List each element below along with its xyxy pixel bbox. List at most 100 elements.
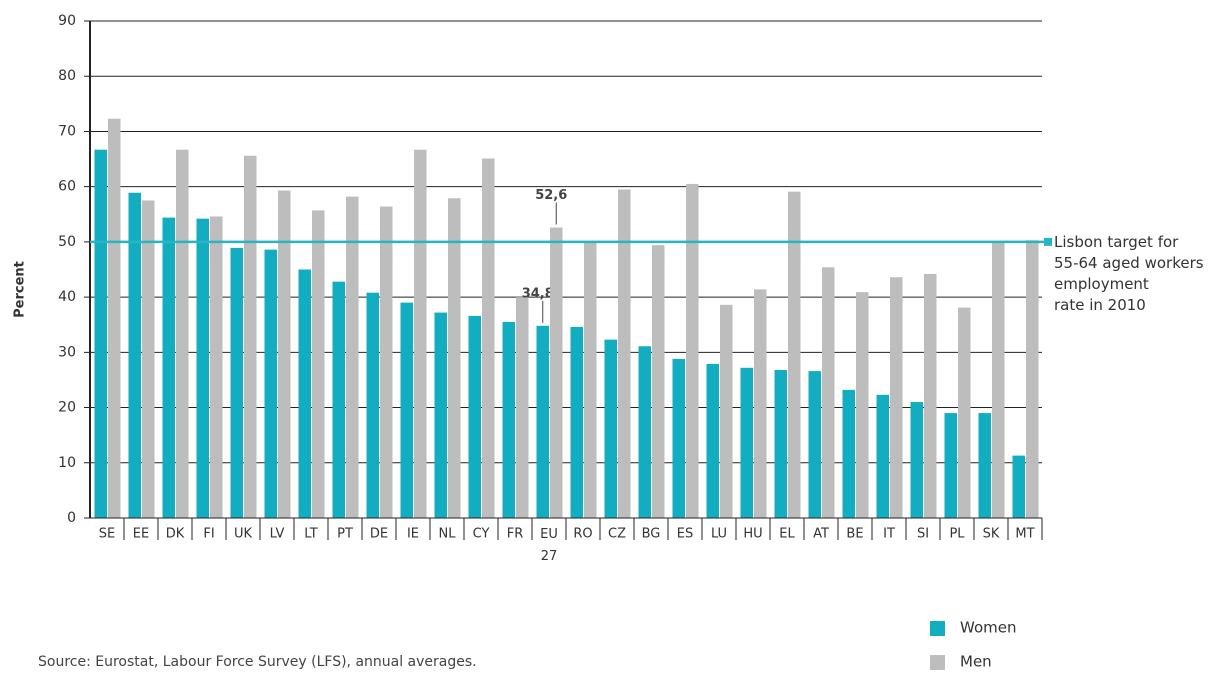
bar bbox=[536, 325, 549, 518]
bar bbox=[196, 218, 209, 518]
bar bbox=[720, 304, 733, 518]
bar bbox=[468, 315, 481, 518]
x-tick-label: PL bbox=[949, 527, 965, 542]
bar bbox=[312, 210, 325, 518]
bar bbox=[822, 267, 835, 518]
x-tick-label: CY bbox=[473, 527, 490, 542]
bar bbox=[264, 249, 277, 518]
y-tick-label: 20 bbox=[58, 400, 76, 416]
bar bbox=[652, 245, 665, 519]
bar bbox=[808, 371, 821, 518]
x-tick-label: SI bbox=[917, 527, 929, 542]
legend-label: Women bbox=[960, 619, 1016, 637]
legend-swatch bbox=[930, 655, 945, 670]
bar bbox=[94, 149, 107, 518]
target-label: Lisbon target for 55-64 aged workers emplo… bbox=[1054, 232, 1204, 313]
bar bbox=[448, 198, 461, 518]
bar bbox=[672, 358, 685, 518]
x-tick-label: BE bbox=[846, 527, 863, 542]
bar bbox=[516, 297, 529, 518]
x-tick-label: EL bbox=[779, 527, 795, 542]
y-tick-label: 30 bbox=[58, 344, 76, 360]
bar bbox=[482, 158, 495, 518]
x-tick-label: BG bbox=[642, 527, 661, 542]
y-tick-label: 60 bbox=[58, 179, 76, 195]
bar bbox=[686, 183, 699, 518]
y-tick-label: 50 bbox=[58, 234, 76, 250]
bar bbox=[910, 402, 923, 518]
x-tick-label: DE bbox=[370, 527, 388, 542]
y-tick-label: 80 bbox=[58, 68, 76, 84]
legend-swatch bbox=[930, 621, 945, 636]
x-tick-label: LU bbox=[711, 527, 727, 542]
bar bbox=[584, 241, 597, 518]
bar bbox=[856, 292, 869, 518]
source-note: Source: Eurostat, Labour Force Survey (L… bbox=[38, 654, 477, 670]
bar bbox=[176, 149, 189, 518]
x-tick-label: LT bbox=[304, 527, 317, 542]
bar bbox=[958, 307, 971, 518]
y-tick-label: 70 bbox=[58, 123, 76, 139]
bar bbox=[380, 206, 393, 518]
bar bbox=[788, 191, 801, 519]
x-tick-label: NL bbox=[439, 527, 457, 542]
bar bbox=[944, 413, 957, 518]
bar bbox=[162, 217, 175, 518]
x-tick-label: RO bbox=[573, 527, 592, 542]
bar bbox=[876, 394, 889, 518]
x-tick-label: IE bbox=[407, 527, 419, 542]
bar bbox=[278, 190, 291, 518]
bar bbox=[332, 281, 345, 518]
bar bbox=[842, 389, 855, 518]
bar bbox=[706, 363, 719, 518]
bar bbox=[128, 192, 141, 519]
x-tick-label: IT bbox=[883, 527, 895, 542]
bar bbox=[754, 289, 767, 518]
bar bbox=[992, 242, 1005, 519]
bar bbox=[978, 413, 991, 518]
bar bbox=[244, 155, 257, 518]
bar bbox=[890, 277, 903, 518]
x-tick-label: FI bbox=[203, 527, 214, 542]
bar bbox=[774, 370, 787, 518]
x-tick-label: CZ bbox=[608, 527, 626, 542]
bar bbox=[638, 346, 651, 518]
x-tick-label: AT bbox=[813, 527, 829, 542]
bar bbox=[400, 302, 413, 518]
value-label: 34,8 bbox=[522, 286, 554, 301]
y-tick-label: 10 bbox=[58, 455, 76, 471]
x-tick-label: PT bbox=[337, 527, 353, 542]
y-axis-label: Percent bbox=[13, 261, 28, 318]
bar bbox=[414, 149, 427, 518]
bar bbox=[108, 118, 121, 518]
y-tick-label: 40 bbox=[58, 289, 76, 305]
value-label: 52,6 bbox=[535, 188, 567, 203]
x-tick-label: EU 27 bbox=[540, 527, 558, 564]
bar bbox=[618, 189, 631, 518]
legend-label: Men bbox=[960, 653, 992, 671]
bar bbox=[570, 326, 583, 518]
target-marker bbox=[1044, 237, 1052, 246]
bar bbox=[1012, 455, 1025, 518]
x-tick-label: DK bbox=[166, 527, 185, 542]
bar bbox=[142, 200, 155, 518]
bar bbox=[740, 367, 753, 518]
x-tick-label: SE bbox=[99, 527, 115, 542]
bar bbox=[230, 247, 243, 519]
bar bbox=[502, 321, 515, 518]
bar bbox=[366, 292, 379, 518]
y-tick-label: 0 bbox=[67, 510, 76, 526]
x-tick-label: SK bbox=[983, 527, 1000, 542]
bar bbox=[346, 196, 359, 518]
x-tick-label: EE bbox=[133, 527, 149, 542]
x-tick-label: HU bbox=[743, 527, 762, 542]
bar bbox=[924, 273, 937, 518]
bar bbox=[298, 269, 311, 518]
x-tick-label: FR bbox=[507, 527, 524, 542]
bar bbox=[434, 312, 447, 518]
y-tick-label: 90 bbox=[58, 13, 76, 29]
x-tick-label: LV bbox=[270, 527, 285, 542]
x-tick-label: ES bbox=[677, 527, 693, 542]
bar bbox=[1026, 240, 1039, 518]
